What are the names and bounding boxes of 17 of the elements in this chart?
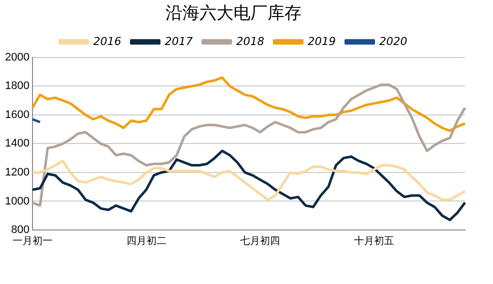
legend-label: 2016 — [93, 34, 122, 48]
legend-label: 2020 — [379, 34, 408, 48]
x-tick-label: 一月初一 — [12, 234, 52, 247]
chart-title: 沿海六大电厂库存 — [166, 4, 302, 24]
y-tick-label: 1000 — [4, 195, 30, 208]
y-tick-label: 1600 — [4, 108, 30, 121]
x-tick-label: 四月初二 — [126, 234, 166, 247]
legend-label: 2018 — [236, 34, 264, 48]
x-tick-label: 十月初五 — [354, 234, 394, 247]
y-tick-label: 2000 — [4, 51, 30, 64]
y-tick-label: 800 — [11, 224, 30, 236]
y-tick-label: 1400 — [4, 138, 30, 150]
legend-label: 2019 — [308, 34, 336, 48]
y-tick-label: 1800 — [4, 80, 30, 92]
x-tick-label: 七月初四 — [240, 234, 280, 247]
legend-label: 2017 — [164, 34, 193, 48]
y-tick-label: 1200 — [4, 166, 30, 178]
